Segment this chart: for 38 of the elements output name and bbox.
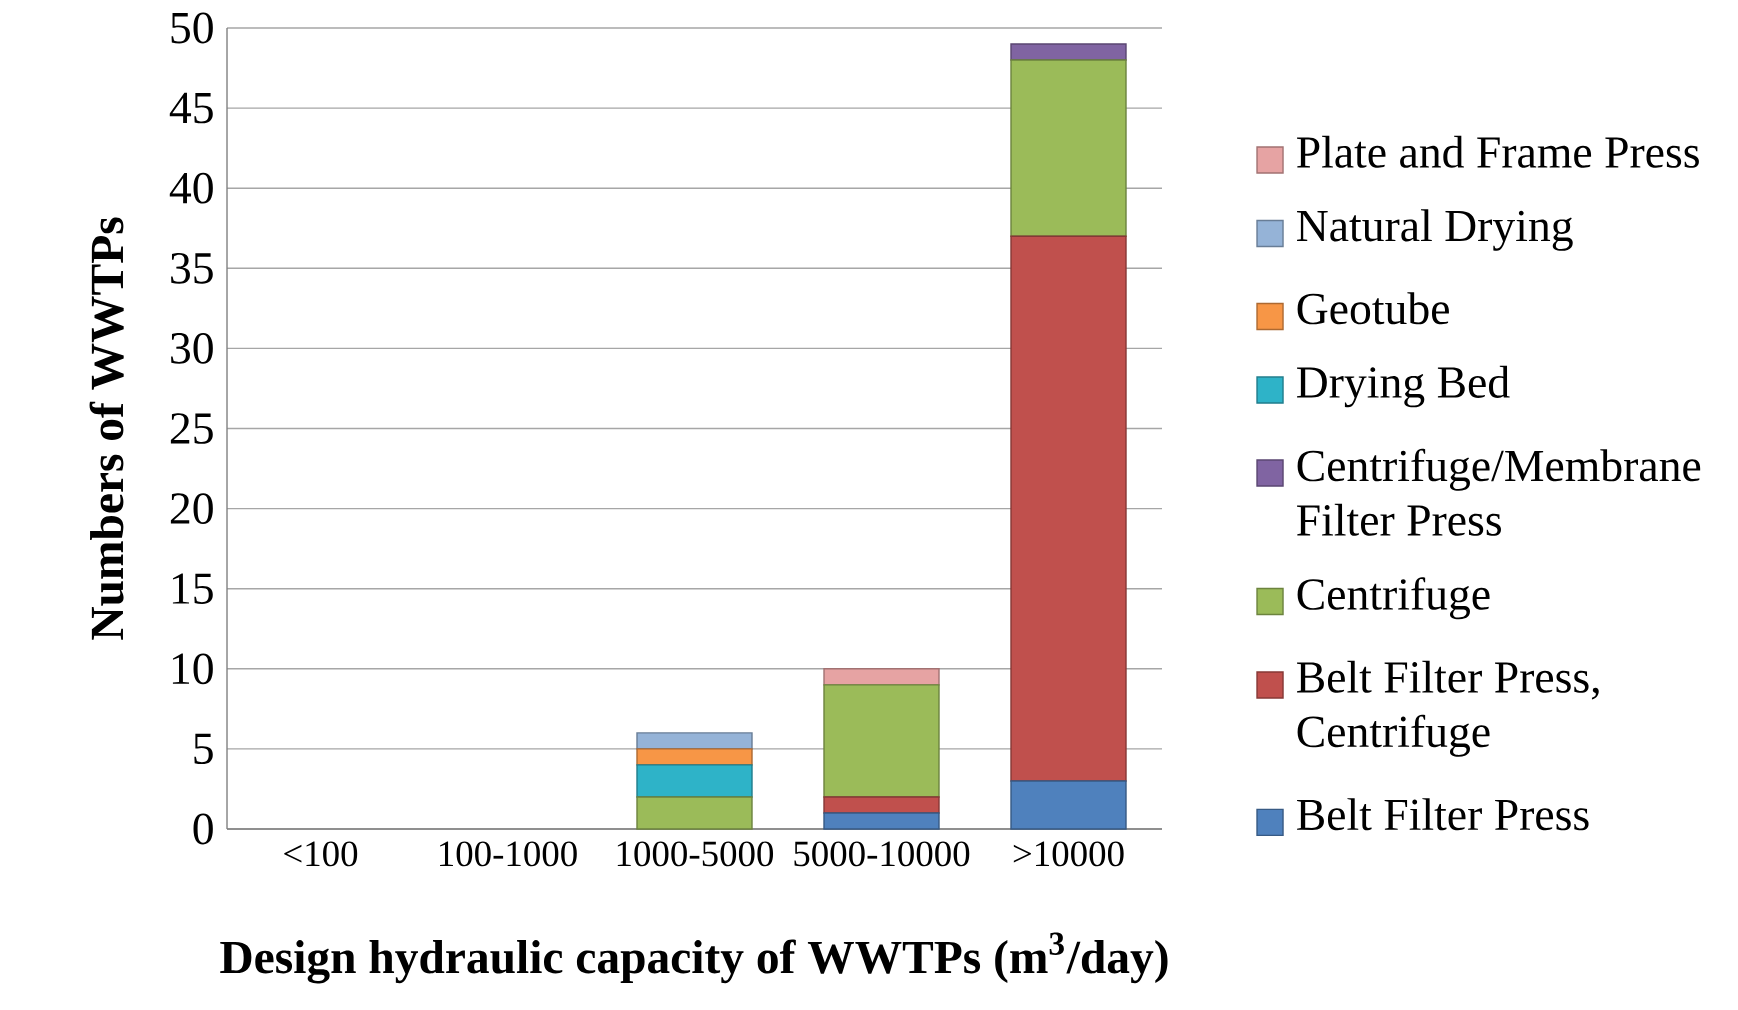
x-axis-title: Design hydraulic capacity of WWTPs (m$^{3}$/day) [220, 932, 1168, 984]
y-tick-label: 25 [170, 413, 213, 444]
bar [636, 732, 753, 750]
bar [823, 668, 940, 686]
bar [1010, 780, 1127, 830]
y-tick-label: 50 [171, 12, 213, 44]
y-tick-label: 45 [169, 92, 213, 124]
bar [636, 796, 753, 830]
x-tick-label: 100-1000 [440, 841, 577, 867]
bar [636, 748, 753, 766]
y-tick-label: 20 [170, 493, 213, 525]
legend-label: Belt Filter Press [1297, 798, 1589, 831]
x-tick-label: 1000-5000 [617, 841, 774, 867]
y-tick-label: 5 [194, 733, 213, 765]
bar [823, 812, 940, 830]
x-tick-label: <100 [284, 841, 358, 867]
x-tick-label: >10000 [1013, 841, 1124, 867]
bar [823, 684, 940, 798]
y-tick-label: 30 [171, 333, 213, 364]
y-tick-label: 40 [169, 172, 213, 204]
bar [1010, 59, 1127, 237]
y-axis-title: Numbers of WWTPs [89, 217, 124, 640]
legend-label: Belt Filter Press, Centrifuge [1297, 660, 1599, 757]
legend-label: Geotube [1297, 292, 1449, 325]
legend-label: Drying Bed [1297, 365, 1510, 408]
bar [1010, 43, 1127, 61]
y-tick-label: 0 [193, 813, 213, 845]
y-tick-label: 10 [172, 653, 213, 685]
legend-label: Natural Drying [1297, 209, 1573, 251]
bar [1010, 235, 1127, 782]
bar [636, 764, 753, 798]
bar [823, 796, 940, 814]
y-tick-label: 15 [172, 573, 213, 604]
legend-label: Centrifuge/Membrane Filter Press [1297, 448, 1701, 536]
legend-label: Plate and Frame Press [1297, 135, 1699, 168]
legend-label: Centrifuge [1297, 577, 1490, 620]
x-tick-label: 5000-10000 [794, 841, 970, 867]
y-tick-label: 35 [171, 252, 213, 284]
